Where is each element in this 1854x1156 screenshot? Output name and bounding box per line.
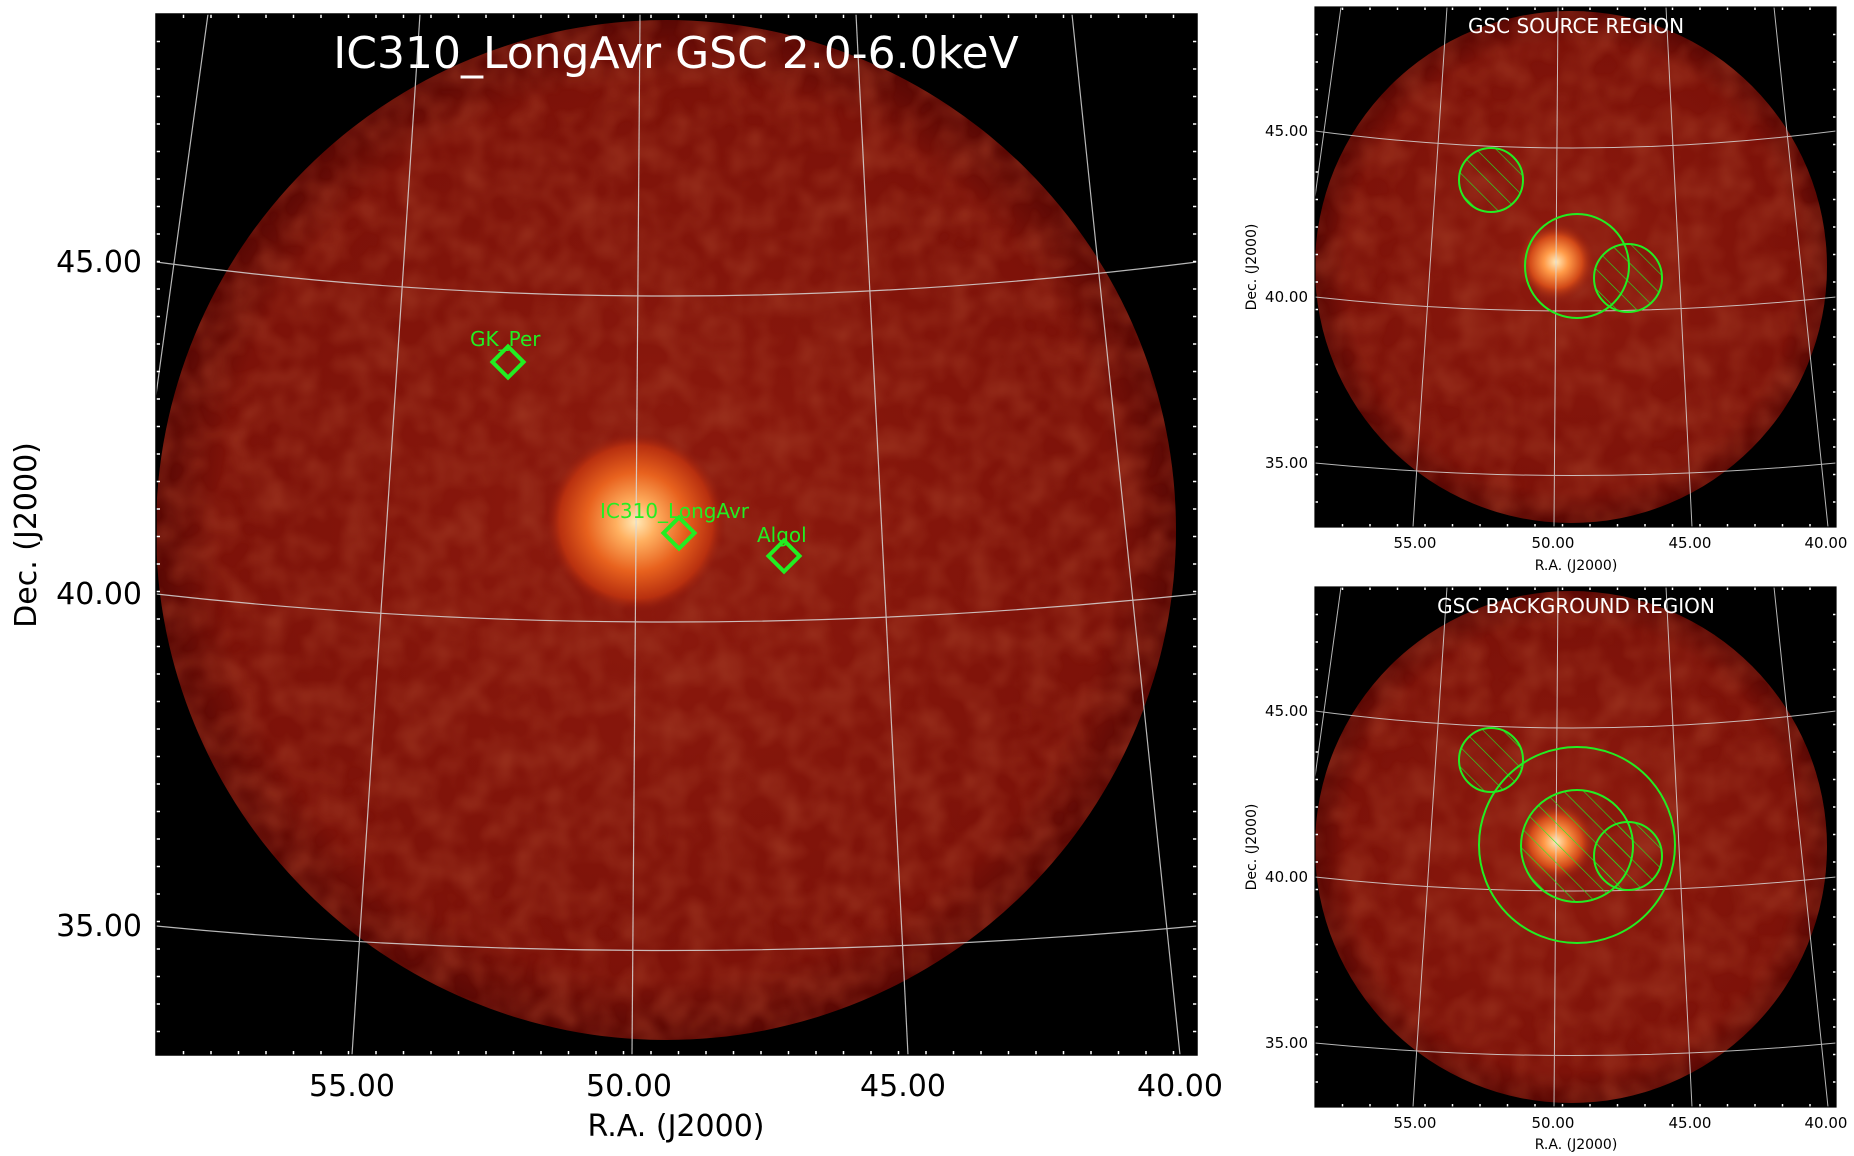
- source-frame-border: [1314, 6, 1837, 528]
- main-grid-ra-55: [351, 14, 421, 1055]
- gk-per-label: GK_Per: [470, 327, 541, 351]
- source-grid: [1315, 7, 1836, 527]
- background-grid: [1315, 587, 1836, 1107]
- source-y-tick-label: 35.00: [1265, 454, 1308, 472]
- ic310-label: IC310_LongAvr: [600, 499, 750, 523]
- main-source-markers: [489, 343, 803, 575]
- main-y-axis-label: Dec. (J2000): [9, 442, 44, 628]
- main-grid: [156, 14, 1197, 1055]
- main-y-tick-label: 45.00: [56, 245, 142, 280]
- algol-marker: [765, 537, 803, 575]
- main-grid-dec-35: [156, 925, 1197, 952]
- excluded-gk-per-region: [1458, 727, 1524, 793]
- source-y-tick-labels: 45.00 40.00 35.00: [1265, 122, 1308, 472]
- main-y-tick-label: 35.00: [56, 909, 142, 944]
- main-y-tick-labels: 45.00 40.00 35.00: [56, 245, 142, 944]
- main-title: IC310_LongAvr GSC 2.0-6.0keV: [333, 28, 1018, 79]
- main-grid-ra-60: [156, 14, 209, 396]
- source-region-panel: GSC SOURCE REGION 55.00 50.00 45.00 40.0…: [1244, 6, 1848, 574]
- source-extraction-circle: [1524, 213, 1630, 319]
- background-x-axis-label: R.A. (J2000): [1535, 1137, 1618, 1153]
- excluded-gk-per-region: [1458, 147, 1524, 213]
- source-x-tick-labels: 55.00 50.00 45.00 40.00: [1394, 534, 1848, 552]
- source-regions: [1458, 147, 1663, 319]
- background-annulus-outer: [1478, 746, 1676, 944]
- source-panel-title: GSC SOURCE REGION: [1468, 14, 1684, 38]
- background-x-tick-labels: 55.00 50.00 45.00 40.00: [1394, 1114, 1848, 1132]
- main-x-axis-label: R.A. (J2000): [588, 1109, 765, 1144]
- source-x-tick-label: 50.00: [1532, 534, 1575, 552]
- source-y-tick-label: 45.00: [1265, 122, 1308, 140]
- main-x-tick-label: 45.00: [860, 1069, 946, 1104]
- background-region-panel: GSC BACKGROUND REGION 55.00 50.00 45.00 …: [1244, 586, 1848, 1153]
- background-y-axis-label: Dec. (J2000): [1244, 804, 1260, 891]
- main-grid-ra-45: [855, 14, 909, 1055]
- background-x-tick-label: 50.00: [1532, 1114, 1575, 1132]
- source-x-tick-label: 55.00: [1394, 534, 1437, 552]
- source-x-tick-label: 40.00: [1805, 534, 1848, 552]
- main-grid-ra-40: [1071, 14, 1181, 1055]
- background-x-tick-label: 55.00: [1394, 1114, 1437, 1132]
- background-frame-border: [1314, 586, 1837, 1108]
- background-y-tick-label: 40.00: [1265, 868, 1308, 886]
- source-x-axis-label: R.A. (J2000): [1535, 558, 1618, 574]
- ic310-marker: [660, 514, 698, 552]
- main-frame-border: [155, 13, 1198, 1056]
- main-grid-ra-50: [631, 14, 641, 1055]
- gk-per-marker: [489, 343, 527, 381]
- main-panel: GK_Per IC310_LongAvr Algol IC310_LongAvr…: [9, 13, 1223, 1144]
- main-source-labels: GK_Per IC310_LongAvr Algol: [470, 327, 807, 547]
- main-grid-dec-40: [156, 593, 1197, 623]
- main-grid-dec-45: [156, 261, 1197, 297]
- main-x-tick-label: 50.00: [586, 1069, 672, 1104]
- background-y-tick-label: 35.00: [1265, 1034, 1308, 1052]
- background-panel-title: GSC BACKGROUND REGION: [1437, 594, 1715, 618]
- main-x-tick-label: 55.00: [309, 1069, 395, 1104]
- main-x-tick-labels: 55.00 50.00 45.00 40.00: [309, 1069, 1223, 1104]
- background-regions: [1458, 727, 1676, 944]
- source-y-tick-label: 40.00: [1265, 288, 1308, 306]
- main-y-tick-label: 40.00: [56, 577, 142, 612]
- background-x-tick-label: 40.00: [1805, 1114, 1848, 1132]
- main-x-tick-label: 40.00: [1137, 1069, 1223, 1104]
- background-x-tick-label: 45.00: [1669, 1114, 1712, 1132]
- algol-label: Algol: [757, 523, 807, 547]
- excluded-algol-region: [1593, 821, 1663, 891]
- source-y-axis-label: Dec. (J2000): [1244, 224, 1260, 311]
- background-y-tick-labels: 45.00 40.00 35.00: [1265, 702, 1308, 1052]
- source-x-tick-label: 45.00: [1669, 534, 1712, 552]
- background-y-tick-label: 45.00: [1265, 702, 1308, 720]
